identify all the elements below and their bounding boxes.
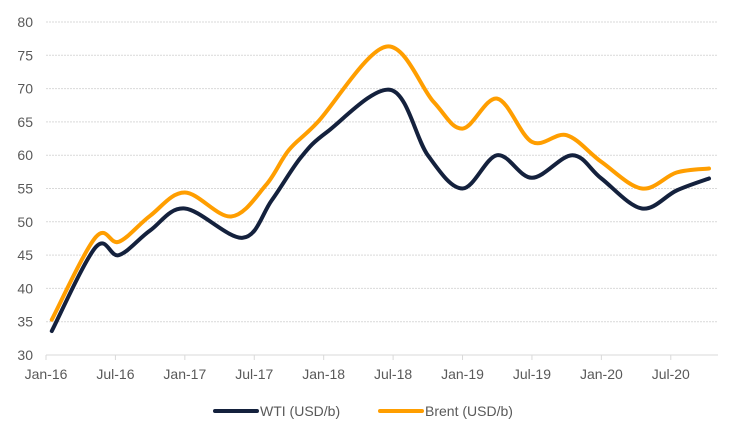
x-axis: Jan-16 Jul-16 Jan-17 Jul-17 Jan-18 Jul-18 Jan-…	[25, 354, 718, 382]
y-tick-label: 70	[17, 81, 33, 97]
x-tick-label: Jul-19	[513, 366, 551, 382]
x-tick-label: Jul-18	[374, 366, 412, 382]
x-tick-label: Jul-17	[235, 366, 273, 382]
y-tick-label: 55	[17, 181, 33, 197]
y-tick-label: 45	[17, 247, 33, 263]
y-tick-label: 75	[17, 47, 33, 63]
legend-item-wti: WTI (USD/b)	[213, 403, 340, 419]
series-line-brent	[49, 44, 711, 322]
legend-label: Brent (USD/b)	[425, 403, 513, 419]
y-tick-label: 50	[17, 214, 33, 230]
y-axis-tick-labels: 30 35 40 45 50 55 60 65 70 75 80	[17, 14, 33, 363]
legend-label: WTI (USD/b)	[260, 403, 340, 419]
legend-item-brent: Brent (USD/b)	[378, 403, 513, 419]
x-tick-label: Jan-19	[441, 366, 484, 382]
legend: WTI (USD/b) Brent (USD/b)	[213, 403, 513, 419]
series-line-wti	[49, 87, 711, 334]
y-tick-label: 65	[17, 114, 33, 130]
x-tick-label: Jan-20	[580, 366, 623, 382]
x-tick-label: Jan-18	[302, 366, 345, 382]
y-tick-label: 80	[17, 14, 33, 30]
x-tick-label: Jul-16	[96, 366, 134, 382]
series-lines	[49, 44, 711, 334]
y-tick-label: 60	[17, 147, 33, 163]
x-tick-label: Jan-16	[25, 366, 68, 382]
y-tick-label: 40	[17, 280, 33, 296]
x-tick-label: Jan-17	[163, 366, 206, 382]
x-tick-label: Jul-20	[652, 366, 690, 382]
y-tick-label: 30	[17, 347, 33, 363]
y-tick-label: 35	[17, 314, 33, 330]
